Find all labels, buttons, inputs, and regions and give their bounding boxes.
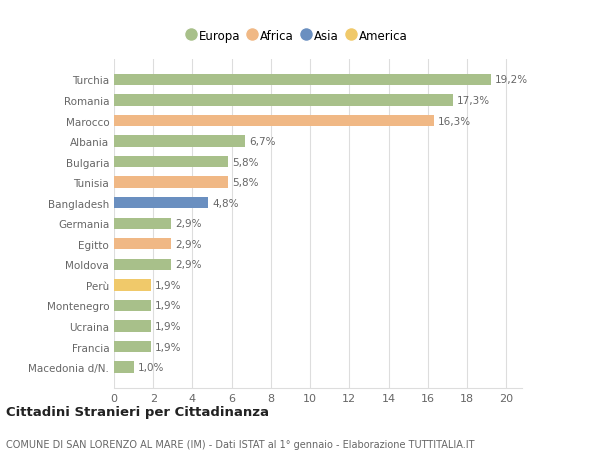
- Bar: [114, 116, 434, 127]
- Bar: [114, 218, 171, 230]
- Text: 1,9%: 1,9%: [155, 280, 182, 290]
- Text: 2,9%: 2,9%: [175, 260, 202, 270]
- Text: 2,9%: 2,9%: [175, 219, 202, 229]
- Bar: [114, 300, 151, 311]
- Text: 19,2%: 19,2%: [494, 75, 527, 85]
- Bar: [114, 198, 208, 209]
- Bar: [114, 362, 134, 373]
- Bar: [114, 321, 151, 332]
- Text: 5,8%: 5,8%: [232, 178, 258, 188]
- Text: COMUNE DI SAN LORENZO AL MARE (IM) - Dati ISTAT al 1° gennaio - Elaborazione TUT: COMUNE DI SAN LORENZO AL MARE (IM) - Dat…: [6, 440, 475, 449]
- Bar: [114, 341, 151, 353]
- Text: 4,8%: 4,8%: [212, 198, 239, 208]
- Text: Cittadini Stranieri per Cittadinanza: Cittadini Stranieri per Cittadinanza: [6, 405, 269, 419]
- Bar: [114, 259, 171, 270]
- Text: 16,3%: 16,3%: [437, 116, 471, 126]
- Text: 1,9%: 1,9%: [155, 301, 182, 311]
- Text: 17,3%: 17,3%: [457, 96, 490, 106]
- Text: 2,9%: 2,9%: [175, 239, 202, 249]
- Text: 1,0%: 1,0%: [137, 362, 164, 372]
- Bar: [114, 75, 491, 86]
- Text: 1,9%: 1,9%: [155, 342, 182, 352]
- Bar: [114, 177, 228, 188]
- Bar: [114, 136, 245, 147]
- Legend: Europa, Africa, Asia, America: Europa, Africa, Asia, America: [184, 26, 411, 46]
- Bar: [114, 239, 171, 250]
- Text: 5,8%: 5,8%: [232, 157, 258, 167]
- Bar: [114, 157, 228, 168]
- Text: 6,7%: 6,7%: [250, 137, 276, 147]
- Bar: [114, 280, 151, 291]
- Bar: [114, 95, 454, 106]
- Text: 1,9%: 1,9%: [155, 321, 182, 331]
